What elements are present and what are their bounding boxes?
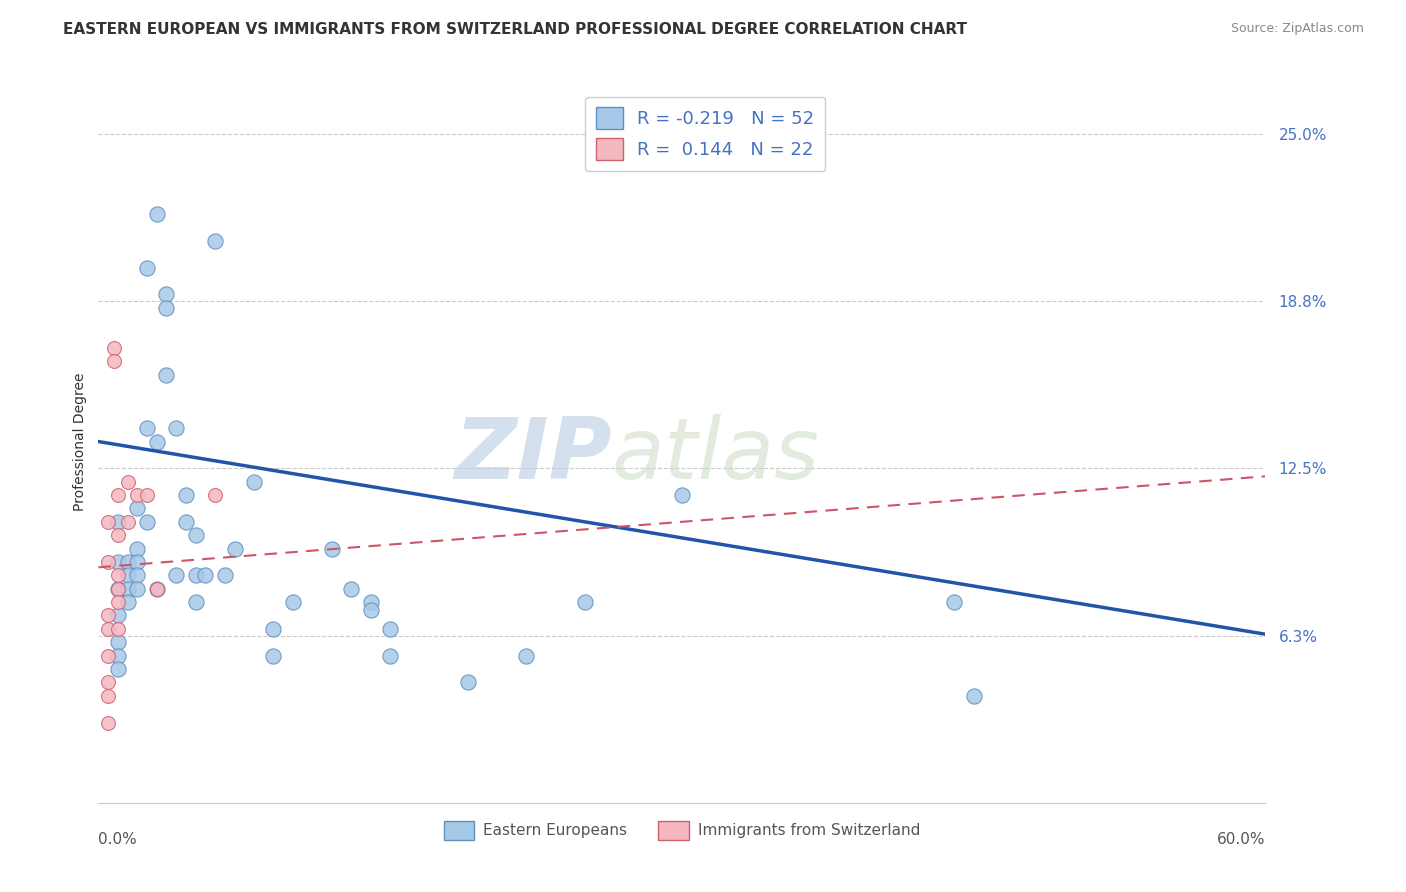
Point (204, 488, 226, 502)
Point (146, 434, 169, 449)
Y-axis label: Professional Degree: Professional Degree (73, 372, 87, 511)
Point (107, 528, 129, 542)
Point (97, 555, 120, 569)
Point (380, 648, 402, 663)
Point (103, 341, 125, 355)
Point (127, 582, 149, 596)
Text: EASTERN EUROPEAN VS IMMIGRANTS FROM SWITZERLAND PROFESSIONAL DEGREE CORRELATION : EASTERN EUROPEAN VS IMMIGRANTS FROM SWIT… (63, 22, 967, 37)
Point (117, 582, 139, 596)
Point (107, 662, 129, 676)
Point (107, 648, 129, 663)
Point (107, 608, 129, 623)
Legend: Eastern Europeans, Immigrants from Switzerland: Eastern Europeans, Immigrants from Switz… (437, 815, 927, 846)
Point (136, 421, 159, 435)
Point (174, 515, 197, 529)
Point (97, 648, 120, 663)
Point (962, 689, 984, 703)
Point (107, 568, 129, 582)
Point (97, 515, 120, 529)
Point (574, 595, 596, 609)
Point (224, 541, 246, 556)
Point (165, 421, 187, 435)
Text: 0.0%: 0.0% (98, 831, 138, 847)
Text: Source: ZipAtlas.com: Source: ZipAtlas.com (1230, 22, 1364, 36)
Point (97, 675, 120, 690)
Point (155, 368, 177, 382)
Point (117, 515, 139, 529)
Point (97, 715, 120, 730)
Point (107, 555, 129, 569)
Point (380, 622, 402, 636)
Point (97, 622, 120, 636)
Point (107, 635, 129, 649)
Point (360, 603, 382, 617)
Point (127, 541, 149, 556)
Point (107, 582, 129, 596)
Point (97, 689, 120, 703)
Point (204, 234, 226, 248)
Point (281, 595, 304, 609)
Point (127, 488, 149, 502)
Point (146, 582, 169, 596)
Text: ZIP: ZIP (454, 415, 612, 498)
Point (515, 648, 537, 663)
Point (117, 475, 139, 489)
Point (136, 515, 159, 529)
Point (117, 595, 139, 609)
Point (127, 501, 149, 516)
Point (184, 568, 207, 582)
Point (165, 568, 187, 582)
Point (97, 608, 120, 623)
Point (107, 622, 129, 636)
Point (107, 488, 129, 502)
Point (155, 287, 177, 301)
Point (243, 475, 266, 489)
Point (457, 675, 479, 690)
Text: atlas: atlas (612, 415, 820, 498)
Point (340, 582, 363, 596)
Text: 60.0%: 60.0% (1218, 831, 1265, 847)
Point (107, 582, 129, 596)
Point (360, 595, 382, 609)
Point (262, 648, 284, 663)
Point (943, 595, 966, 609)
Point (136, 260, 159, 275)
Point (184, 595, 207, 609)
Point (155, 301, 177, 315)
Point (184, 528, 207, 542)
Point (262, 622, 284, 636)
Point (107, 515, 129, 529)
Point (321, 541, 343, 556)
Point (146, 207, 169, 221)
Point (136, 488, 159, 502)
Point (127, 568, 149, 582)
Point (671, 488, 693, 502)
Point (103, 354, 125, 368)
Point (107, 595, 129, 609)
Point (174, 488, 197, 502)
Point (214, 568, 236, 582)
Point (146, 582, 169, 596)
Point (127, 555, 149, 569)
Point (117, 568, 139, 582)
Point (194, 568, 217, 582)
Point (117, 555, 139, 569)
